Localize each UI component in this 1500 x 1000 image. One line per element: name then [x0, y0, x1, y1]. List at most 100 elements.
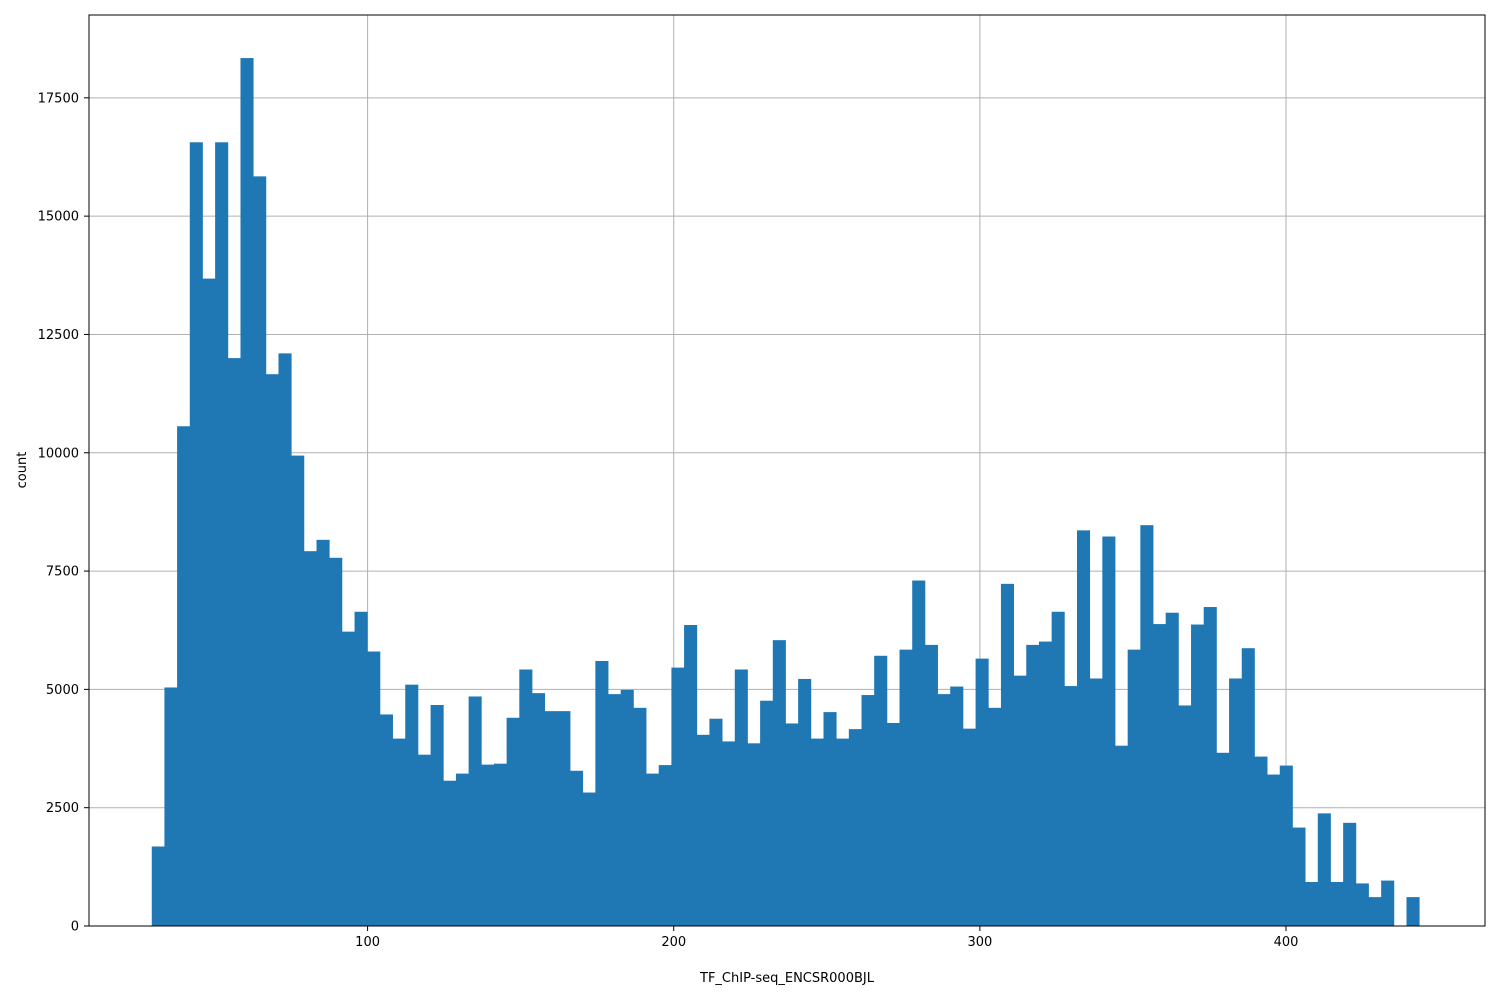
- histogram-bar: [810, 738, 824, 926]
- histogram-bar: [924, 644, 938, 926]
- histogram-bar: [1241, 648, 1255, 926]
- histogram-bar: [1153, 624, 1167, 926]
- histogram-bar: [1051, 611, 1065, 926]
- bars: [151, 58, 1420, 927]
- y-tick-label: 2500: [46, 801, 79, 816]
- plot-frame: [88, 14, 1486, 927]
- histogram-bar: [392, 738, 406, 926]
- histogram-bar: [671, 667, 685, 926]
- histogram-bar: [747, 743, 761, 926]
- x-tick-label: 100: [355, 935, 380, 950]
- histogram-bar: [1406, 897, 1420, 926]
- histogram-bar: [798, 678, 812, 926]
- histogram-bar: [341, 631, 355, 926]
- x-axis-ticks: 100 200 300 400: [355, 926, 1298, 950]
- histogram-bar: [329, 557, 343, 926]
- histogram-bar: [443, 780, 457, 926]
- histogram-bar: [557, 711, 571, 926]
- histogram-bar: [189, 142, 203, 927]
- histogram-bar: [202, 278, 216, 926]
- histogram-bar: [265, 374, 279, 926]
- histogram-bar: [582, 792, 596, 926]
- histogram-bar: [734, 669, 748, 926]
- histogram-bar: [646, 773, 660, 926]
- histogram-bar: [405, 684, 419, 926]
- x-axis-label: TF_ChIP-seq_ENCSR000BJL: [699, 971, 875, 986]
- histogram-bar: [227, 358, 241, 926]
- histogram-bar: [696, 734, 710, 926]
- histogram-bar: [658, 765, 672, 926]
- histogram-bar: [709, 718, 723, 926]
- histogram-bar: [544, 711, 558, 926]
- histogram-bar: [912, 580, 926, 926]
- histogram-bar: [1064, 686, 1078, 926]
- histogram-bar: [975, 658, 989, 926]
- histogram-bar: [1229, 678, 1243, 926]
- y-axis-ticks: 0 2500 5000 7500 10000 12500 15000 17500: [38, 91, 89, 935]
- y-axis-label: count: [15, 452, 30, 489]
- histogram-bar: [316, 539, 330, 926]
- histogram-bar: [253, 176, 267, 926]
- histogram-bar: [367, 651, 381, 926]
- histogram-bar: [1102, 536, 1116, 926]
- histogram-bar: [240, 58, 254, 927]
- histogram-bar: [684, 625, 698, 926]
- y-tick-label: 10000: [38, 446, 79, 461]
- histogram-bar: [531, 693, 546, 926]
- histogram-bar: [722, 741, 736, 926]
- histogram-bar: [1114, 745, 1129, 926]
- histogram-bar: [493, 763, 508, 926]
- histogram-bar: [164, 687, 178, 926]
- histogram-bar: [468, 696, 482, 926]
- histogram-bar: [303, 551, 317, 926]
- y-tick-label: 0: [71, 920, 79, 935]
- histogram-bar: [1089, 678, 1103, 926]
- histogram-bar: [1355, 883, 1369, 926]
- histogram-bar: [177, 426, 191, 926]
- histogram-bar: [1317, 813, 1331, 926]
- histogram-bar: [1330, 881, 1344, 926]
- histogram-bar: [1165, 612, 1179, 926]
- histogram-bar: [633, 707, 647, 926]
- histogram-bar: [215, 142, 229, 927]
- histogram-bar: [1305, 881, 1319, 926]
- histogram-bar: [937, 694, 951, 926]
- y-tick-label: 15000: [38, 210, 79, 225]
- histogram-bar: [1368, 897, 1382, 926]
- histogram-bar: [836, 738, 850, 926]
- histogram-bar: [519, 669, 533, 926]
- histogram-bar: [861, 695, 875, 926]
- histogram-bar: [570, 770, 584, 926]
- histogram-bar: [899, 649, 913, 926]
- histogram-bar: [506, 717, 520, 926]
- histogram-bar: [1191, 624, 1205, 926]
- histogram-bar: [1279, 765, 1293, 926]
- histogram-bar: [988, 707, 1002, 926]
- histogram-bar: [1216, 752, 1230, 926]
- histogram-bar: [848, 729, 862, 926]
- histogram-bar: [760, 700, 774, 926]
- histogram-bar: [785, 723, 799, 926]
- histogram-bar: [1038, 641, 1053, 926]
- histogram-bar: [417, 754, 431, 926]
- histogram-bar: [278, 353, 292, 926]
- y-tick-label: 5000: [46, 683, 79, 698]
- histogram-bar: [1140, 525, 1154, 926]
- histogram-bar: [1203, 607, 1217, 926]
- y-tick-label: 12500: [38, 328, 79, 343]
- histogram-bar: [950, 686, 964, 926]
- histogram-bar: [874, 655, 888, 926]
- histogram-bar: [1076, 530, 1091, 926]
- histogram-bar: [481, 764, 495, 926]
- histogram-bar: [379, 714, 393, 926]
- histogram-bar: [608, 694, 622, 926]
- x-tick-label: 200: [661, 935, 686, 950]
- histogram-bar: [1254, 756, 1268, 926]
- histogram-bar: [1000, 583, 1015, 926]
- x-tick-label: 300: [967, 935, 992, 950]
- histogram-bar: [1381, 880, 1395, 926]
- histogram-bar: [595, 660, 609, 926]
- histogram-bar: [1267, 774, 1281, 926]
- histogram-bar: [1343, 822, 1357, 926]
